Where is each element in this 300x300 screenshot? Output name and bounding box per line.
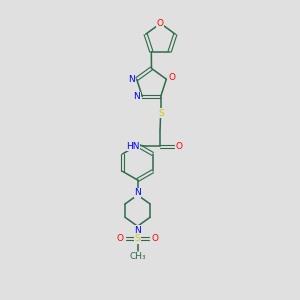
Text: O: O bbox=[152, 234, 158, 243]
Text: S: S bbox=[158, 109, 164, 118]
Text: N: N bbox=[134, 188, 141, 197]
Text: CH₃: CH₃ bbox=[129, 252, 146, 261]
Text: S: S bbox=[135, 234, 140, 243]
Text: N: N bbox=[128, 75, 135, 84]
Text: O: O bbox=[168, 73, 175, 82]
Text: O: O bbox=[156, 19, 164, 28]
Text: O: O bbox=[176, 142, 182, 151]
Text: HN: HN bbox=[127, 142, 140, 151]
Text: N: N bbox=[134, 226, 141, 235]
Text: N: N bbox=[134, 92, 140, 101]
Text: O: O bbox=[117, 234, 124, 243]
